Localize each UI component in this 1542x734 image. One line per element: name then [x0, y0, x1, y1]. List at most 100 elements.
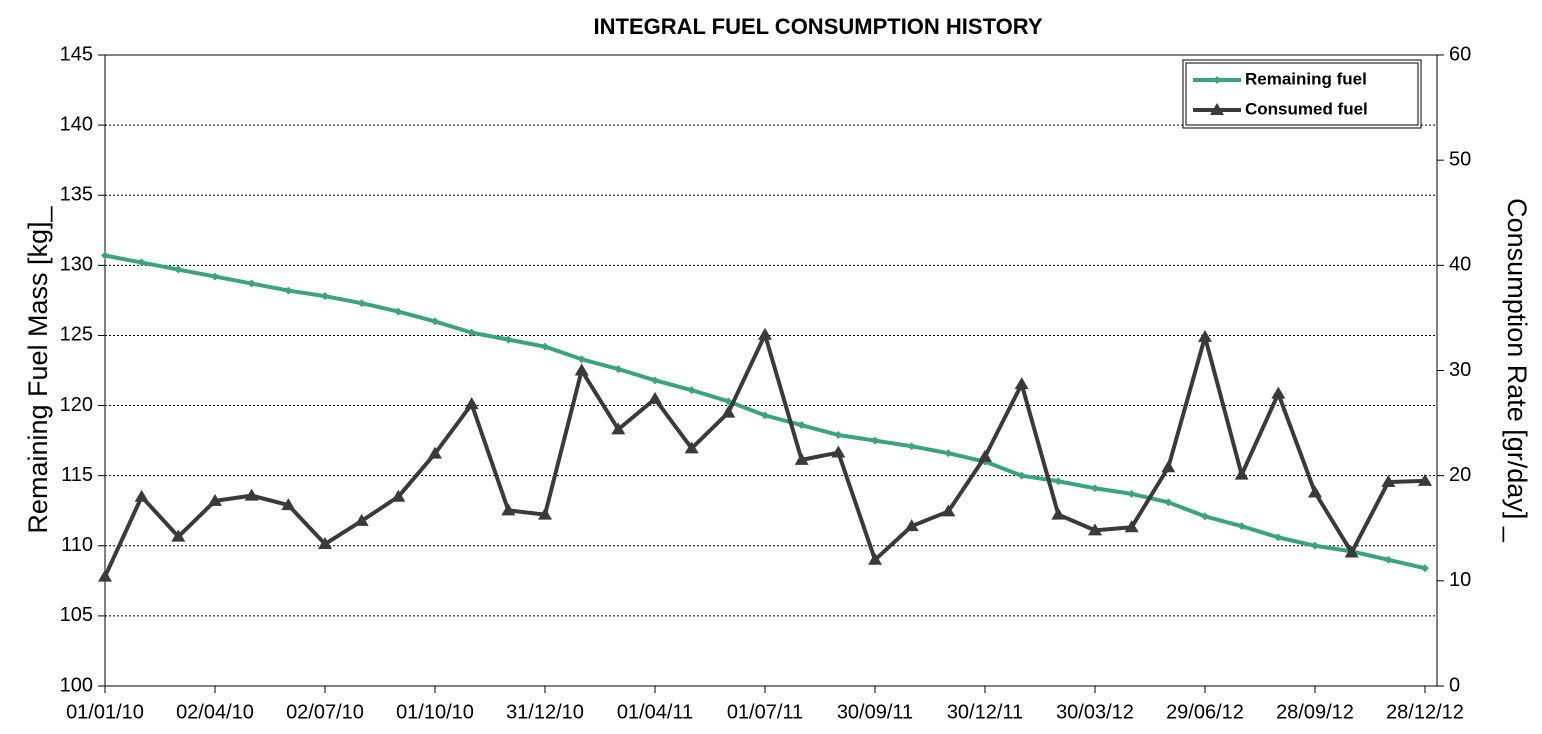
point-marker [577, 355, 586, 364]
point-marker [284, 286, 293, 295]
y2-tick-label: 20 [1449, 464, 1471, 486]
x-tick-label: 30/12/11 [947, 701, 1023, 723]
x-tick-label: 30/03/12 [1056, 701, 1134, 723]
point-marker [1091, 484, 1099, 493]
legend-marker [1210, 103, 1224, 115]
point-marker [1161, 460, 1176, 473]
point-marker [1198, 329, 1212, 342]
y-tick-label: 135 [60, 184, 93, 206]
point-marker [944, 449, 953, 458]
point-marker [247, 279, 256, 288]
point-marker [244, 488, 259, 501]
point-marker [354, 513, 369, 526]
point-marker [281, 498, 296, 511]
point-marker [794, 452, 809, 465]
point-marker [904, 519, 919, 532]
point-marker [1017, 471, 1026, 480]
point-marker [721, 405, 736, 418]
point-marker [684, 441, 699, 454]
legend-label: Remaining fuel [1245, 69, 1367, 88]
legend-label: Consumed fuel [1245, 99, 1368, 118]
point-marker [467, 328, 476, 337]
y-tick-label: 145 [60, 43, 93, 65]
point-marker [1237, 522, 1246, 531]
point-marker [1014, 377, 1029, 390]
x-tick-label: 31/12/10 [506, 701, 584, 723]
point-marker [211, 272, 219, 281]
point-marker [541, 342, 549, 351]
point-marker [101, 251, 109, 260]
point-marker [761, 411, 769, 420]
y2-axis-title: Consumption Rate [gr/day] _ [1502, 198, 1532, 543]
point-marker [464, 397, 479, 410]
y-tick-label: 120 [60, 394, 93, 416]
point-marker [174, 265, 183, 274]
y-tick-label: 125 [60, 324, 93, 346]
point-marker [504, 335, 513, 344]
plot-frame [104, 54, 1438, 687]
x-tick-label: 01/04/11 [617, 701, 693, 723]
point-marker [1164, 498, 1173, 507]
legend-box-inner [1185, 62, 1419, 126]
series-line [103, 332, 1426, 578]
x-tick-label: 29/06/12 [1166, 701, 1244, 723]
point-marker [428, 446, 442, 459]
point-marker [834, 431, 843, 440]
point-marker [907, 442, 916, 451]
point-marker [357, 299, 366, 308]
point-marker [1234, 467, 1249, 480]
point-marker [1051, 507, 1066, 520]
point-marker [1124, 520, 1139, 533]
y2-tick-label: 0 [1449, 674, 1460, 696]
point-marker [1308, 485, 1322, 498]
point-marker [1088, 523, 1102, 536]
point-marker [318, 537, 332, 550]
point-marker [208, 493, 222, 506]
x-tick-label: 02/04/10 [176, 701, 254, 723]
point-marker [868, 552, 882, 565]
x-tick-label: 30/09/11 [837, 701, 913, 723]
point-marker [1271, 386, 1286, 399]
point-marker [614, 365, 623, 374]
point-marker [1127, 489, 1136, 498]
point-marker [574, 363, 589, 376]
y2-tick-label: 40 [1449, 254, 1471, 276]
y2-tick-label: 30 [1449, 359, 1471, 381]
point-marker [171, 529, 186, 542]
point-marker [648, 391, 662, 404]
y-tick-label: 140 [60, 113, 93, 135]
point-marker [321, 292, 329, 301]
point-marker [797, 421, 806, 430]
point-marker [978, 449, 992, 462]
x-tick-label: 02/07/10 [286, 701, 364, 723]
point-marker [611, 422, 626, 435]
point-marker [431, 317, 439, 326]
point-marker [134, 489, 149, 502]
point-marker [391, 489, 406, 502]
x-tick-label: 28/09/12 [1276, 701, 1354, 723]
point-marker [871, 436, 879, 445]
point-marker [501, 503, 516, 516]
point-marker [1274, 533, 1283, 542]
point-marker [1054, 477, 1063, 486]
x-tick-label: 01/07/11 [727, 701, 803, 723]
point-marker [758, 327, 772, 340]
y-tick-label: 100 [60, 674, 93, 696]
point-marker [137, 258, 146, 267]
point-marker [724, 397, 733, 406]
point-marker [1201, 512, 1209, 521]
legend-marker [1213, 76, 1221, 84]
y-axis-title: Remaining Fuel Mass [kg]_ [23, 205, 53, 533]
y-tick-label: 130 [60, 254, 93, 276]
point-marker [98, 569, 112, 582]
point-marker [941, 504, 956, 517]
chart-title: INTEGRAL FUEL CONSUMPTION HISTORY [594, 14, 1043, 39]
y2-tick-label: 10 [1449, 569, 1471, 591]
point-marker [651, 376, 659, 385]
point-marker [1311, 541, 1319, 550]
point-marker [831, 445, 846, 458]
point-marker [538, 507, 552, 520]
y2-tick-label: 60 [1449, 43, 1471, 65]
point-marker [394, 307, 403, 316]
